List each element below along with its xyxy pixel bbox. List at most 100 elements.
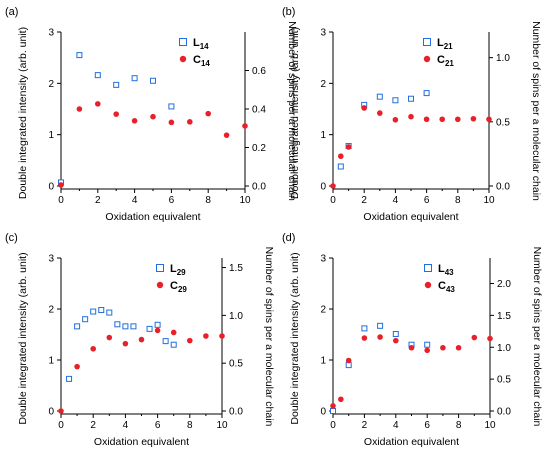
data-point-square: [66, 375, 73, 382]
data-point-circle: [470, 115, 477, 122]
y-tick-label: 2: [320, 305, 326, 316]
y2-tick-label: 0.6: [252, 66, 266, 77]
data-point-square: [377, 322, 384, 329]
data-point-circle: [150, 113, 156, 120]
data-point-circle: [168, 119, 175, 126]
x-tick-label: 2: [362, 420, 368, 431]
y2-tick-label: 0.2: [252, 143, 266, 154]
y-axis-label: Double integrated intensity (arb. unit): [17, 27, 29, 199]
y-tick-label: 3: [48, 254, 54, 265]
data-point-square: [106, 309, 113, 316]
data-point-circle: [203, 333, 209, 339]
x-tick-label: 6: [424, 195, 430, 206]
data-point-circle: [330, 403, 336, 409]
data-point-circle: [392, 116, 399, 123]
series-l21: [337, 90, 430, 170]
data-point-circle: [58, 182, 64, 188]
x-tick-label: 10: [483, 195, 495, 206]
legend-label-base: C: [437, 54, 445, 66]
legend-label-base: C: [170, 280, 178, 292]
legend-label: L21: [437, 37, 453, 51]
legend-marker-square: [156, 264, 164, 272]
x-tick-label: 2: [361, 195, 367, 206]
x-axis-label: Oxidation equivalent: [94, 436, 189, 448]
x-tick-label: 10: [216, 420, 228, 431]
x-axis-label: Oxidation equivalent: [105, 211, 200, 223]
panel-label: (c): [5, 232, 18, 244]
legend-label-subscript: 43: [446, 285, 455, 294]
data-point-circle: [486, 116, 492, 123]
data-point-circle: [361, 335, 368, 341]
series-l43: [330, 322, 431, 414]
data-point-square: [114, 321, 121, 328]
data-point-circle: [377, 334, 383, 340]
x-tick-label: 8: [456, 420, 462, 431]
data-point-square: [330, 408, 336, 414]
data-point-circle: [393, 337, 399, 344]
legend-label-base: L: [438, 263, 445, 275]
data-point-square: [150, 77, 156, 84]
data-point-circle: [131, 118, 138, 124]
x-tick-label: 0: [58, 195, 64, 206]
data-point-square: [130, 323, 137, 330]
legend: L29 C29: [156, 263, 187, 294]
y-tick-label: 0: [320, 182, 326, 193]
legend-label: C43: [438, 280, 455, 294]
data-point-square: [154, 321, 161, 328]
y2-tick-label: 0.4: [252, 105, 266, 116]
legend-label-subscript: 21: [445, 59, 454, 68]
data-point-circle: [338, 153, 344, 160]
data-point-square: [337, 163, 344, 170]
y2-tick-label: 1.5: [229, 263, 243, 274]
data-point-circle: [455, 344, 462, 351]
x-tick-label: 4: [393, 420, 399, 431]
y2-axis-label: Number of spins per a molecular chain: [263, 247, 275, 427]
legend-marker-square: [423, 38, 431, 46]
data-point-circle: [455, 116, 461, 123]
legend-label: C29: [170, 280, 187, 294]
legend-label-base: L: [437, 37, 444, 49]
data-point-circle: [361, 105, 368, 111]
data-point-square: [74, 323, 81, 330]
data-point-square: [131, 75, 138, 82]
data-point-circle: [154, 327, 161, 334]
x-tick-label: 4: [393, 195, 399, 206]
y-tick-label: 2: [48, 79, 54, 90]
legend-label: L29: [170, 263, 186, 277]
x-tick-label: 10: [484, 420, 496, 431]
data-point-square: [90, 308, 97, 315]
y2-tick-label: 1.0: [229, 311, 243, 322]
data-point-square: [392, 97, 399, 104]
x-tick-label: 4: [132, 195, 138, 206]
data-point-circle: [487, 335, 493, 342]
y-tick-label: 1: [48, 356, 54, 367]
y-axis-label: Double integrated intensity (arb. unit): [289, 252, 301, 424]
y2-axis-label: Number of spins per a molecular chain: [530, 21, 542, 201]
legend-label-base: C: [438, 280, 446, 292]
y-tick-label: 2: [320, 79, 326, 90]
data-point-square: [122, 323, 129, 330]
y2-tick-label: 0.5: [496, 117, 510, 128]
series-c21: [330, 105, 492, 189]
x-axis-label: Oxidation equivalent: [363, 211, 458, 223]
data-point-square: [82, 316, 89, 323]
data-point-circle: [90, 345, 96, 352]
y-tick-label: 0: [320, 407, 326, 418]
y2-axis-label: Number of spins per a molecular chain: [531, 247, 543, 427]
data-point-circle: [330, 183, 336, 189]
series-l14: [58, 52, 175, 186]
y2-tick-label: 0.5: [497, 375, 511, 386]
data-point-square: [162, 338, 169, 345]
data-point-circle: [95, 101, 101, 107]
x-axis-label: Oxidation equivalent: [364, 436, 459, 448]
data-point-square: [376, 93, 383, 100]
data-point-circle: [223, 132, 230, 138]
data-point-circle: [138, 336, 145, 343]
legend-marker-square: [424, 264, 432, 272]
legend-marker-circle: [156, 281, 164, 289]
data-point-circle: [113, 111, 119, 117]
y2-axis-label: Number of spins per a molecular chain: [286, 21, 298, 201]
panel-d: (d) 0 2 4 6 8 10 0 1 2 3 0.0 0.5 1.0 1.5 2.0 Oxidation e…: [282, 232, 543, 448]
data-point-circle: [424, 347, 431, 354]
